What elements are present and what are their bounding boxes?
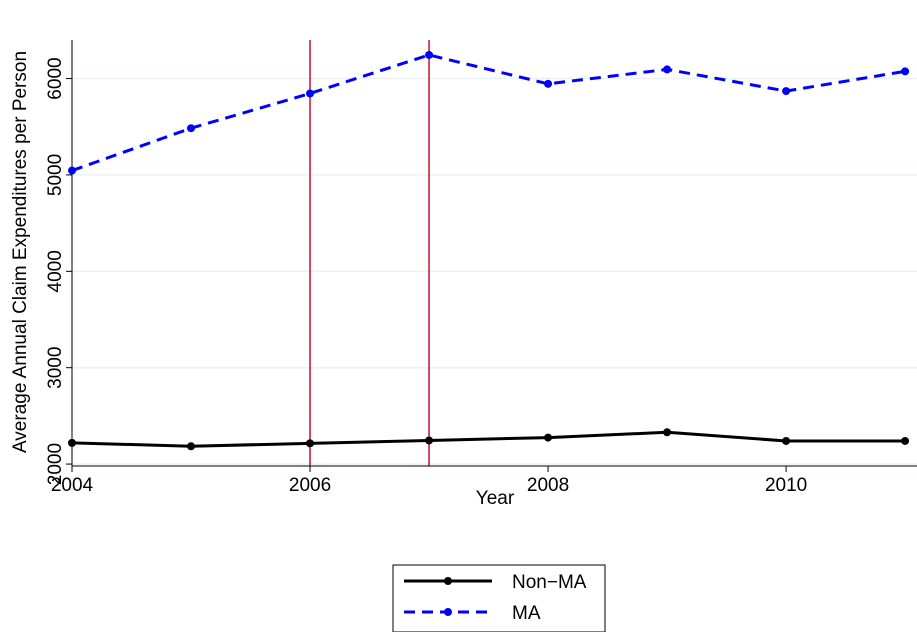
- data-point: [68, 438, 76, 447]
- data-point: [68, 166, 76, 175]
- y-axis-title: Average Annual Claim Expenditures per Pe…: [10, 51, 31, 453]
- legend-box: [392, 564, 606, 632]
- data-point: [663, 65, 672, 74]
- y-tick-label: 5000: [45, 154, 66, 196]
- data-point: [782, 436, 791, 445]
- y-tick-label: 6000: [45, 57, 66, 99]
- y-tick-label: 2000: [45, 443, 66, 485]
- x-tick-label: 2010: [765, 475, 807, 496]
- data-point: [901, 67, 910, 76]
- legend: Non−MA MA: [392, 564, 606, 632]
- series-line: [71, 430, 906, 448]
- legend-marker: [444, 577, 452, 585]
- x-tick-label: 2008: [527, 475, 569, 496]
- gridlines: [72, 77, 917, 465]
- legend-marker: [444, 608, 452, 616]
- data-point: [901, 436, 910, 445]
- data-point: [187, 442, 196, 451]
- tick-labels: 2000 3000 4000 5000 6000 2004 2006 2008 2010: [45, 57, 807, 496]
- reference-lines: [309, 40, 430, 466]
- x-tick-label: 2006: [289, 475, 331, 496]
- data-point: [306, 439, 315, 448]
- data-point: [425, 50, 434, 59]
- series-layer: [68, 50, 910, 451]
- y-tick-label: 4000: [45, 250, 66, 292]
- legend-label: Non−MA: [512, 572, 587, 593]
- data-point: [782, 87, 791, 96]
- x-axis-title: Year: [476, 488, 515, 509]
- data-point: [663, 428, 672, 437]
- data-point: [544, 433, 553, 442]
- data-point: [544, 79, 553, 88]
- legend-label: MA: [512, 603, 541, 624]
- series-line: [71, 53, 906, 173]
- data-point: [306, 89, 315, 98]
- x-tick-label: 2004: [51, 475, 94, 496]
- axes: [66, 40, 917, 472]
- y-tick-label: 3000: [45, 347, 66, 389]
- data-point: [187, 124, 196, 133]
- data-point: [425, 436, 434, 445]
